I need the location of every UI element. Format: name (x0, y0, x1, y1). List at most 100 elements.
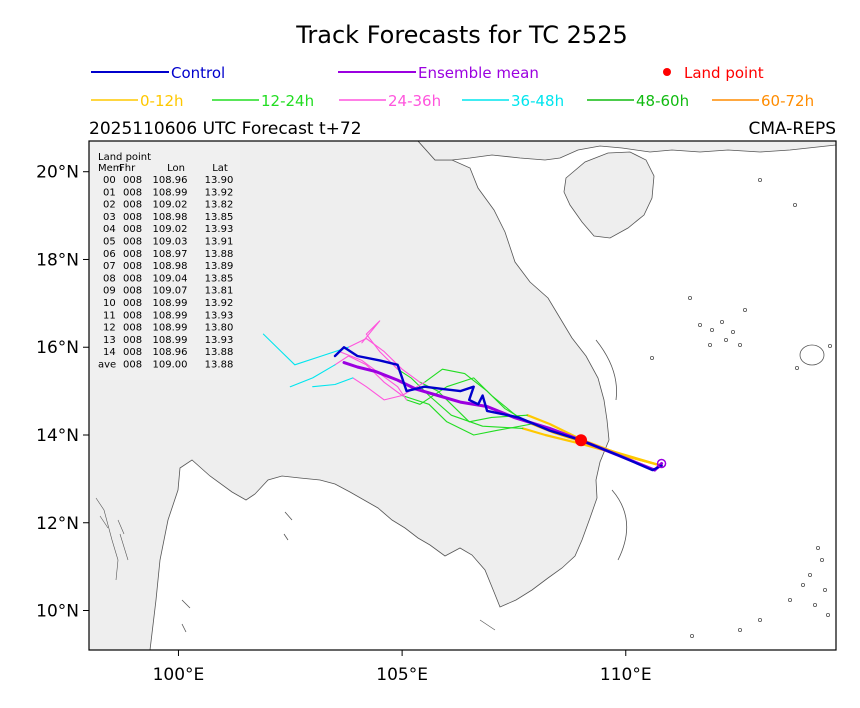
legend-label: Land point (684, 64, 764, 82)
land-table-cell: 109.02 (153, 224, 188, 235)
y-tick-label: 18°N (36, 250, 79, 270)
land-table-cell: 03 (103, 212, 116, 223)
member-track-36-48h (312, 377, 354, 388)
model-name-label: CMA-REPS (748, 119, 836, 139)
land-table-cell: 008 (123, 200, 142, 211)
land-table-cell: 008 (123, 310, 142, 321)
y-tick-label: 16°N (36, 338, 79, 358)
land-table-cell: 05 (103, 237, 116, 248)
legend-top-row: Control Ensemble mean Land point (91, 64, 764, 82)
land-table-header: Fhr (119, 163, 136, 174)
land-table-cell: 13.89 (205, 261, 234, 272)
land-table-cell: 13.88 (205, 347, 234, 358)
legend-band-label: 24-36h (388, 92, 441, 110)
x-tick-label: 110°E (600, 665, 652, 685)
land-table-cell: 008 (123, 237, 142, 248)
land-table-cell: 109.02 (153, 200, 188, 211)
legend-forecast-bands: 0-12h 12-24h 24-36h 36-48h 48-60h 60-72h (91, 92, 814, 110)
paracel-islands (650, 177, 833, 370)
forecast-time-label: 2025110606 UTC Forecast t+72 (89, 119, 362, 139)
gulf-coast-detail (95, 497, 496, 631)
land-table-cell: 008 (123, 347, 142, 358)
land-table-cell: 108.96 (153, 175, 188, 186)
land-table-cell: 108.99 (153, 323, 188, 334)
land-table-cell: 02 (103, 200, 116, 211)
land-table-cell: 00 (103, 175, 116, 186)
legend-band-label: 48-60h (636, 92, 689, 110)
member-track-24-36h (334, 355, 403, 397)
chart-title: Track Forecasts for TC 2525 (295, 21, 627, 49)
map-frame (88, 140, 837, 651)
land-table-cell: 12 (103, 323, 116, 334)
member-track-36-48h (262, 333, 349, 366)
legend-label: Ensemble mean (418, 64, 539, 82)
member-track-24-36h (361, 320, 399, 370)
land-table-cell: 108.99 (153, 298, 188, 309)
land-table-cell: 008 (123, 298, 142, 309)
land-table-cell: 108.99 (153, 187, 188, 198)
x-tick-label: 100°E (153, 665, 205, 685)
legend-band-label: 12-24h (261, 92, 314, 110)
land-table-cell: 13.85 (205, 212, 234, 223)
nearshore-isobath (595, 339, 628, 561)
land-table-cell: 13.88 (205, 249, 234, 260)
land-table-title: Land point (98, 152, 151, 163)
land-table-cell: 11 (103, 310, 116, 321)
land-table-cell: 008 (123, 335, 142, 346)
land-table-cell: 108.98 (153, 261, 188, 272)
hainan-island (563, 151, 655, 239)
land-table-cell: 13.88 (205, 360, 234, 371)
land-table-cell: 06 (103, 249, 116, 260)
legend-label: Control (171, 64, 225, 82)
land-table-cell: 14 (103, 347, 116, 358)
land-table-cell: 108.96 (153, 347, 188, 358)
legend-band-label: 36-48h (511, 92, 564, 110)
tc-start-marker (656, 458, 667, 469)
y-tick-label: 12°N (36, 514, 79, 534)
land-table-cell: 13.91 (205, 237, 234, 248)
land-table-cell: 008 (123, 175, 142, 186)
land-table-cell: 08 (103, 273, 116, 284)
member-track-12-24h (419, 381, 528, 423)
land-table-cell: 13.81 (205, 286, 234, 297)
member-track-24-36h (347, 337, 421, 383)
land-table-cell: 13 (103, 335, 116, 346)
land-point-marker (575, 434, 588, 447)
land-table-cell: 109.07 (153, 286, 188, 297)
control-track (333, 346, 663, 472)
land-table-cell: 13.80 (205, 323, 234, 334)
land-table-cell: 108.99 (153, 310, 188, 321)
land-table-cell: 04 (103, 224, 116, 235)
legend-band-label: 0-12h (140, 92, 184, 110)
south-china-coast (417, 141, 836, 161)
land-table-cell: 13.93 (205, 335, 234, 346)
y-tick-label: 10°N (36, 602, 79, 622)
member-track-12-24h (423, 368, 528, 423)
land-table-cell: 109.00 (153, 360, 188, 371)
land-table-cell: 09 (103, 286, 116, 297)
land-table-cell: 07 (103, 261, 116, 272)
member-track-12-24h (397, 368, 524, 429)
land-table-header: Lon (167, 163, 185, 174)
x-tick-label: 105°E (376, 665, 428, 685)
spratly-islands (690, 546, 831, 639)
land-table-cell: 108.99 (153, 335, 188, 346)
land-table-cell: 008 (123, 249, 142, 260)
land-table-cell: 008 (123, 224, 142, 235)
land-table-cell: 108.98 (153, 212, 188, 223)
legend-dot-swatch (663, 68, 671, 76)
land-table-cell: 10 (103, 298, 116, 309)
land-table-cell: 13.90 (205, 175, 234, 186)
y-tick-label: 14°N (36, 426, 79, 446)
land-table-cell: 008 (123, 360, 142, 371)
land-table-cell: 01 (103, 187, 116, 198)
gulf-islands (181, 511, 293, 633)
land-table-header: Lat (212, 163, 228, 174)
map-axes: 100°E 105°E 110°E 10°N 12°N 14°N 16°N 18°N 20°N (36, 163, 651, 685)
land-table-cell: 13.92 (205, 187, 234, 198)
land-table-cell: 008 (123, 323, 142, 334)
land-table-header: Mem (98, 163, 123, 174)
